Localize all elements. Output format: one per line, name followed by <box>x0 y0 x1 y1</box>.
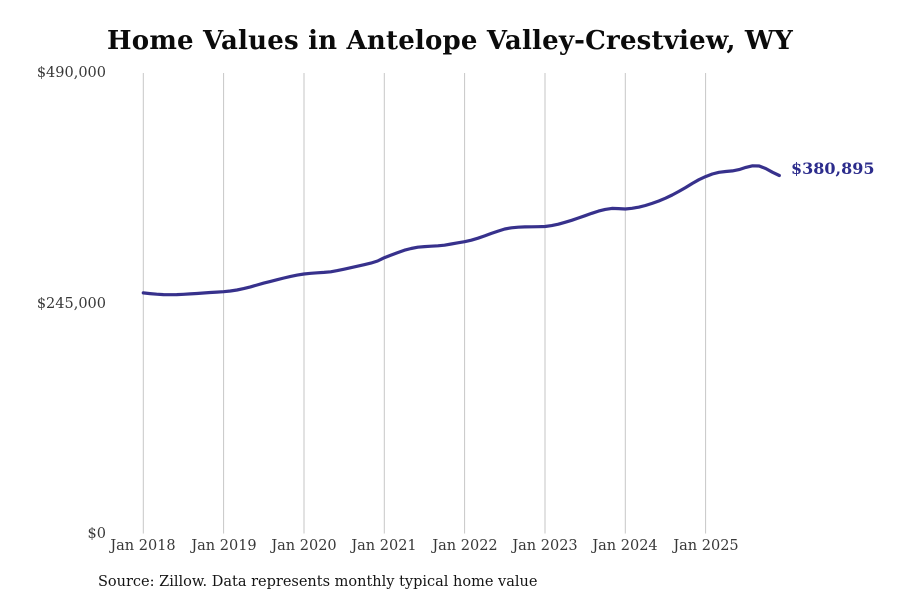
x-tick-label: Jan 2018 <box>110 538 176 554</box>
x-tick-label: Jan 2019 <box>191 538 257 554</box>
y-tick-label: $0 <box>87 526 106 542</box>
x-tick-label: Jan 2025 <box>673 538 739 554</box>
y-tick-label: $245,000 <box>36 296 106 312</box>
latest-value-label: $380,895 <box>791 159 875 178</box>
source-note: Source: Zillow. Data represents monthly … <box>98 574 538 590</box>
x-tick-label: Jan 2021 <box>351 538 417 554</box>
y-tick-label: $490,000 <box>36 65 106 81</box>
home-value-line <box>141 164 781 297</box>
x-tick-label: Jan 2022 <box>432 538 498 554</box>
x-tick-label: Jan 2020 <box>271 538 337 554</box>
x-tick-label: Jan 2023 <box>512 538 578 554</box>
x-tick-label: Jan 2024 <box>592 538 658 554</box>
chart-title: Home Values in Antelope Valley-Crestview… <box>107 26 793 56</box>
